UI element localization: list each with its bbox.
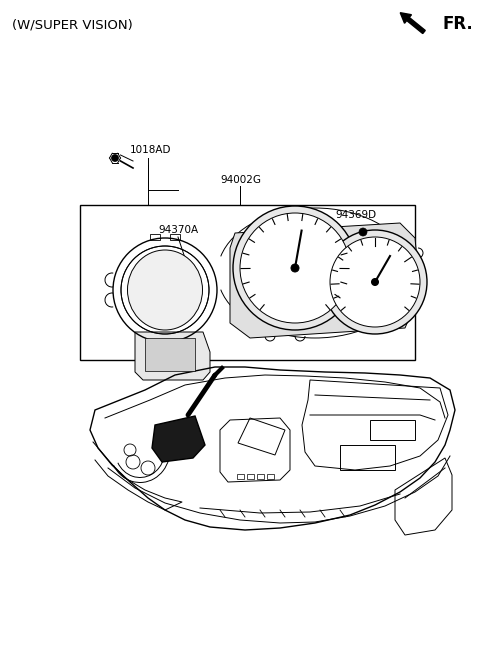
Text: 1018AD: 1018AD (130, 145, 171, 155)
Bar (150, 234, 160, 240)
Text: (W/SUPER VISION): (W/SUPER VISION) (12, 18, 133, 31)
Bar (257, 474, 264, 479)
Bar (247, 474, 254, 479)
Bar (145, 338, 195, 371)
Bar (80, 205, 415, 360)
Bar (267, 474, 274, 479)
Circle shape (372, 278, 379, 286)
Polygon shape (152, 416, 205, 462)
Circle shape (111, 155, 119, 162)
Bar (170, 234, 180, 240)
Ellipse shape (128, 250, 203, 330)
Bar (370, 420, 415, 440)
Text: 94002G: 94002G (220, 175, 261, 185)
FancyArrow shape (400, 12, 425, 33)
Polygon shape (230, 223, 420, 338)
Text: 94369D: 94369D (335, 210, 376, 220)
Circle shape (330, 237, 420, 327)
Bar (237, 474, 244, 479)
Text: 94370A: 94370A (158, 225, 198, 235)
Circle shape (323, 230, 427, 334)
Circle shape (233, 206, 357, 330)
Bar (340, 445, 395, 470)
Text: FR.: FR. (442, 15, 473, 33)
Circle shape (291, 264, 299, 272)
Circle shape (240, 213, 350, 323)
Circle shape (359, 228, 367, 236)
Polygon shape (135, 332, 210, 380)
